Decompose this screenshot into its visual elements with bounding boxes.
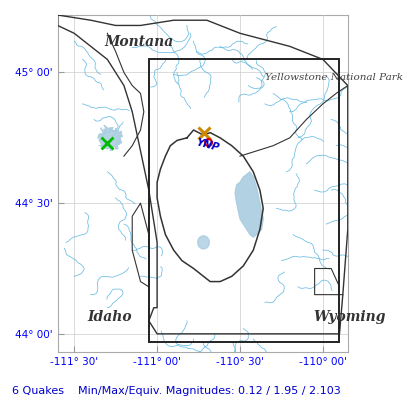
Text: Wyoming: Wyoming: [312, 310, 384, 324]
Polygon shape: [157, 130, 263, 282]
Text: Idaho: Idaho: [87, 310, 132, 324]
Text: YNP: YNP: [195, 137, 220, 153]
Polygon shape: [197, 236, 209, 249]
Text: 6 Quakes    Min/Max/Equiv. Magnitudes: 0.12 / 1.95 / 2.103: 6 Quakes Min/Max/Equiv. Magnitudes: 0.12…: [12, 386, 340, 396]
Text: Montana: Montana: [104, 35, 173, 49]
Polygon shape: [98, 125, 122, 151]
Text: Yellowstone National Park: Yellowstone National Park: [264, 73, 402, 82]
Bar: [148, 60, 339, 342]
Polygon shape: [234, 172, 263, 237]
